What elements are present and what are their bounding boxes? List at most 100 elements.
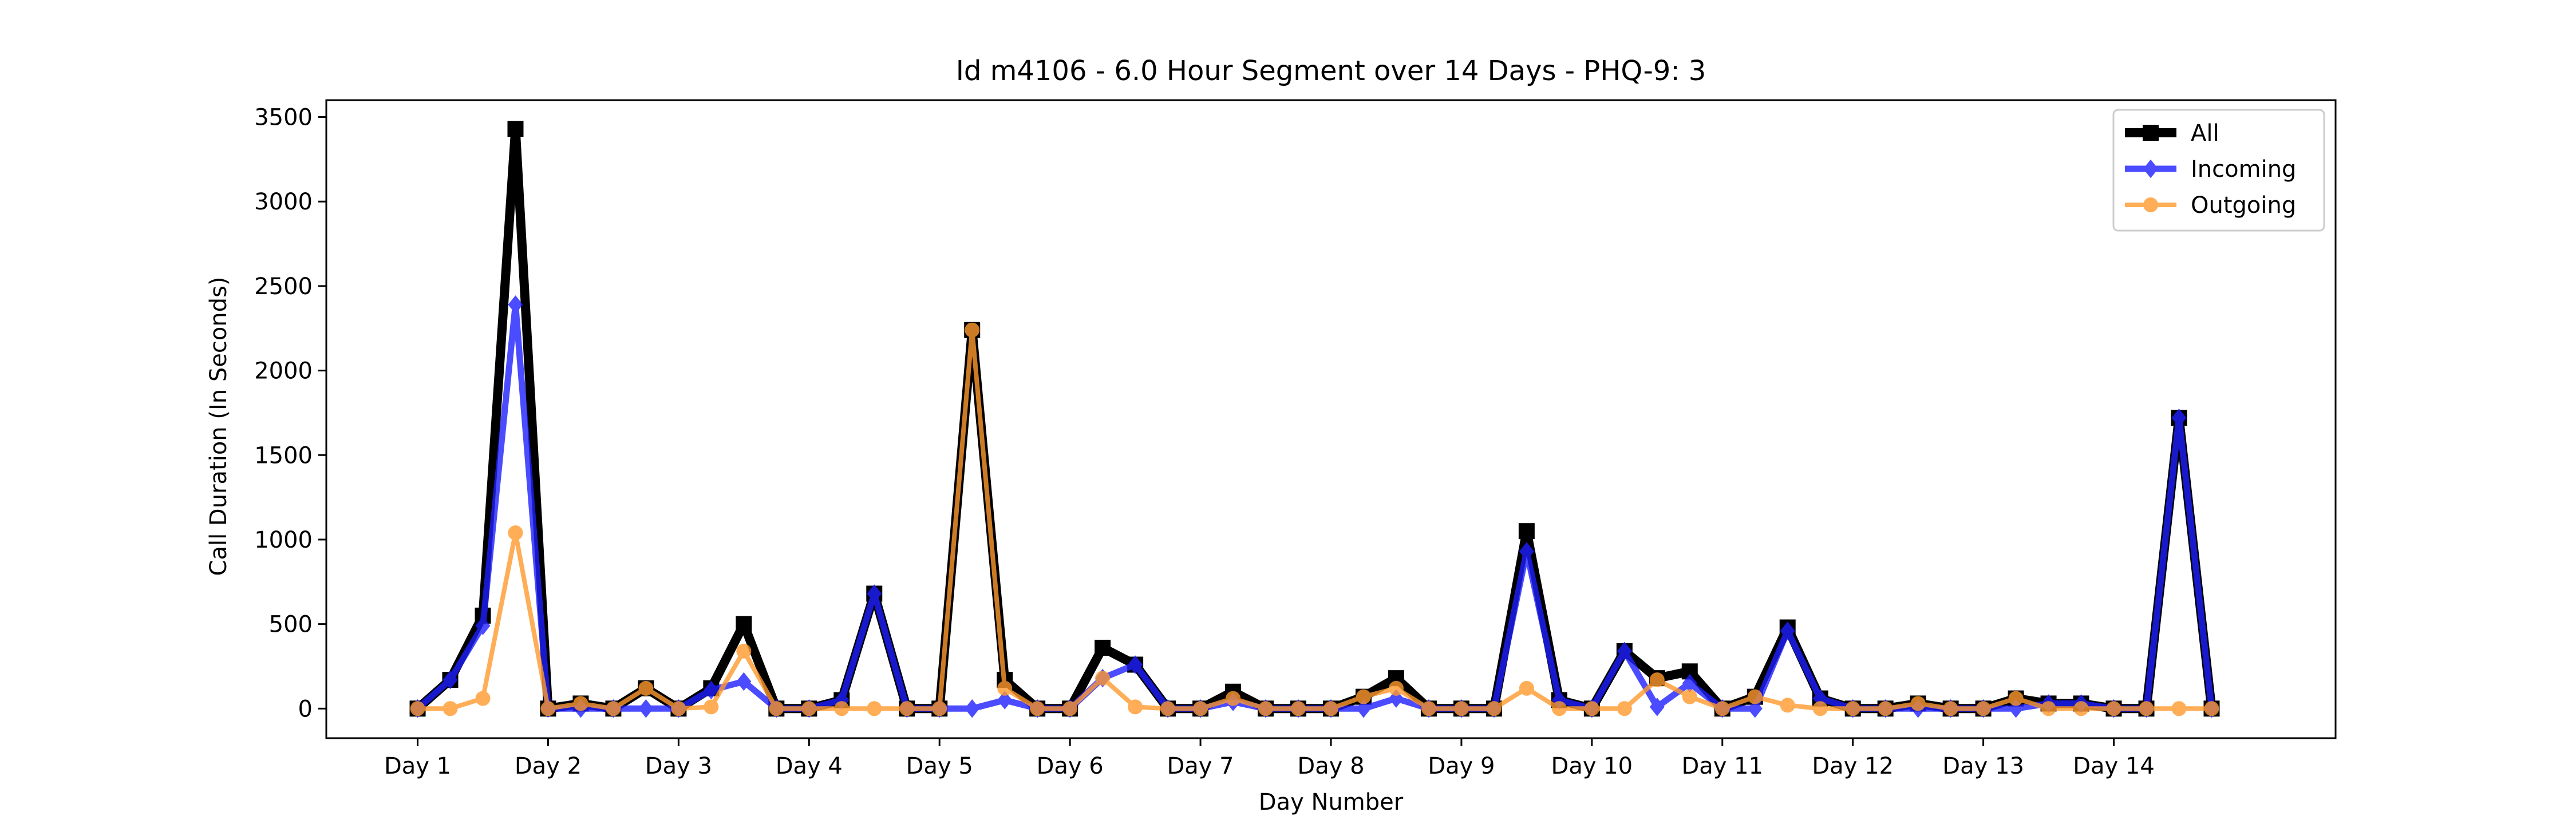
data-point-outgoing — [2041, 701, 2056, 716]
data-point-incoming — [475, 616, 491, 635]
series-incoming — [410, 295, 2219, 718]
y-tick-label: 500 — [269, 612, 313, 638]
x-tick-label: Day 5 — [906, 753, 973, 779]
data-point-outgoing — [1062, 701, 1078, 716]
data-point-outgoing — [1323, 701, 1338, 716]
legend-item-all — [2125, 125, 2176, 141]
x-tick-label: Day 11 — [1681, 753, 1763, 779]
plot-frame — [325, 99, 2337, 739]
legend-label-incoming: Incoming — [2191, 156, 2296, 183]
data-point-outgoing — [1258, 701, 1274, 716]
data-point-outgoing — [997, 680, 1013, 696]
data-point-outgoing — [1453, 701, 1469, 716]
series-line-all — [414, 124, 2217, 714]
data-point-outgoing — [736, 643, 752, 659]
series-layer — [409, 121, 2220, 718]
data-point-incoming — [508, 295, 523, 314]
data-point-incoming — [1519, 542, 1534, 561]
legend-marker-outgoing — [2143, 197, 2158, 212]
data-point-outgoing — [1551, 701, 1567, 716]
y-tick-label: 2000 — [254, 358, 313, 385]
y-tick-label: 3000 — [254, 189, 313, 215]
legend-label-all: All — [2191, 120, 2219, 146]
data-point-outgoing — [606, 701, 621, 716]
data-point-incoming — [1747, 699, 1763, 718]
series-all — [409, 121, 2220, 717]
data-point-outgoing — [704, 699, 719, 715]
data-point-all — [736, 616, 752, 632]
data-point-incoming — [1682, 674, 1697, 693]
series-outgoing — [410, 322, 2219, 716]
y-axis-label: Call Duration (In Seconds) — [206, 277, 232, 576]
legend-marker-all — [2143, 125, 2159, 141]
data-point-outgoing — [801, 701, 817, 716]
data-point-incoming — [442, 670, 458, 690]
data-point-incoming — [867, 584, 882, 603]
data-point-outgoing — [965, 322, 980, 338]
legend-marker-incoming — [2143, 159, 2158, 179]
data-point-incoming — [997, 691, 1013, 710]
data-point-incoming — [1780, 621, 1795, 640]
data-point-outgoing — [1356, 689, 1371, 704]
data-point-incoming — [965, 699, 980, 718]
data-point-outgoing — [508, 525, 523, 541]
data-point-incoming — [1649, 698, 1665, 716]
x-tick-label: Day 1 — [384, 753, 451, 779]
data-point-outgoing — [1845, 701, 1860, 716]
legend-box — [2112, 109, 2325, 232]
series-line-outgoing — [417, 327, 2212, 711]
data-point-outgoing — [1291, 701, 1306, 716]
data-point-outgoing — [1421, 701, 1436, 716]
x-tick-label: Day 12 — [1812, 753, 1894, 779]
data-point-incoming — [1128, 655, 1143, 674]
data-point-incoming — [638, 699, 654, 718]
data-point-outgoing — [2139, 701, 2154, 716]
data-point-outgoing — [2008, 691, 2024, 706]
x-axis-label: Day Number — [1259, 789, 1404, 815]
data-point-outgoing — [573, 696, 588, 711]
x-tick-label: Day 13 — [1942, 753, 2024, 779]
data-point-outgoing — [834, 701, 850, 716]
x-tick-label: Day 9 — [1428, 753, 1495, 779]
data-point-outgoing — [1747, 689, 1763, 704]
data-point-outgoing — [475, 691, 491, 706]
data-point-outgoing — [638, 680, 654, 696]
data-point-outgoing — [867, 701, 882, 716]
data-point-outgoing — [410, 701, 425, 716]
data-point-outgoing — [671, 701, 686, 716]
data-point-incoming — [704, 680, 719, 700]
y-tick-label: 0 — [298, 696, 313, 722]
data-point-outgoing — [540, 701, 556, 716]
data-point-outgoing — [1030, 701, 1045, 716]
data-point-outgoing — [1780, 698, 1795, 713]
data-point-all — [507, 121, 524, 137]
legend-item-outgoing — [2125, 197, 2176, 212]
data-point-all — [1518, 523, 1535, 540]
data-point-outgoing — [1649, 672, 1665, 688]
y-tick-label: 3500 — [254, 105, 313, 131]
y-axis-ticks: 0 500 1000 1500 2000 2500 3000 3500 — [254, 105, 326, 722]
x-tick-label: Day 2 — [515, 753, 582, 779]
legend: All Incoming Outgoing — [2112, 109, 2325, 232]
data-point-outgoing — [1226, 691, 1241, 706]
y-tick-label: 1000 — [254, 527, 313, 553]
data-point-outgoing — [1128, 699, 1143, 715]
y-tick-label: 2500 — [254, 274, 313, 300]
x-tick-label: Day 14 — [2073, 753, 2155, 779]
data-point-outgoing — [1943, 701, 1958, 716]
data-point-outgoing — [1910, 696, 1926, 711]
data-point-outgoing — [1193, 701, 1208, 716]
data-point-outgoing — [2073, 701, 2089, 716]
data-point-incoming — [2171, 409, 2187, 427]
data-point-outgoing — [1976, 701, 1991, 716]
data-point-all — [1095, 639, 1111, 656]
data-point-outgoing — [1388, 680, 1404, 696]
data-point-outgoing — [1584, 701, 1599, 716]
x-tick-label: Day 8 — [1297, 753, 1364, 779]
legend-item-incoming — [2125, 159, 2176, 179]
data-point-outgoing — [1095, 671, 1111, 686]
data-point-outgoing — [1878, 701, 1893, 716]
data-point-outgoing — [442, 701, 458, 716]
chart-title: Id m4106 - 6.0 Hour Segment over 14 Days… — [956, 55, 1706, 87]
